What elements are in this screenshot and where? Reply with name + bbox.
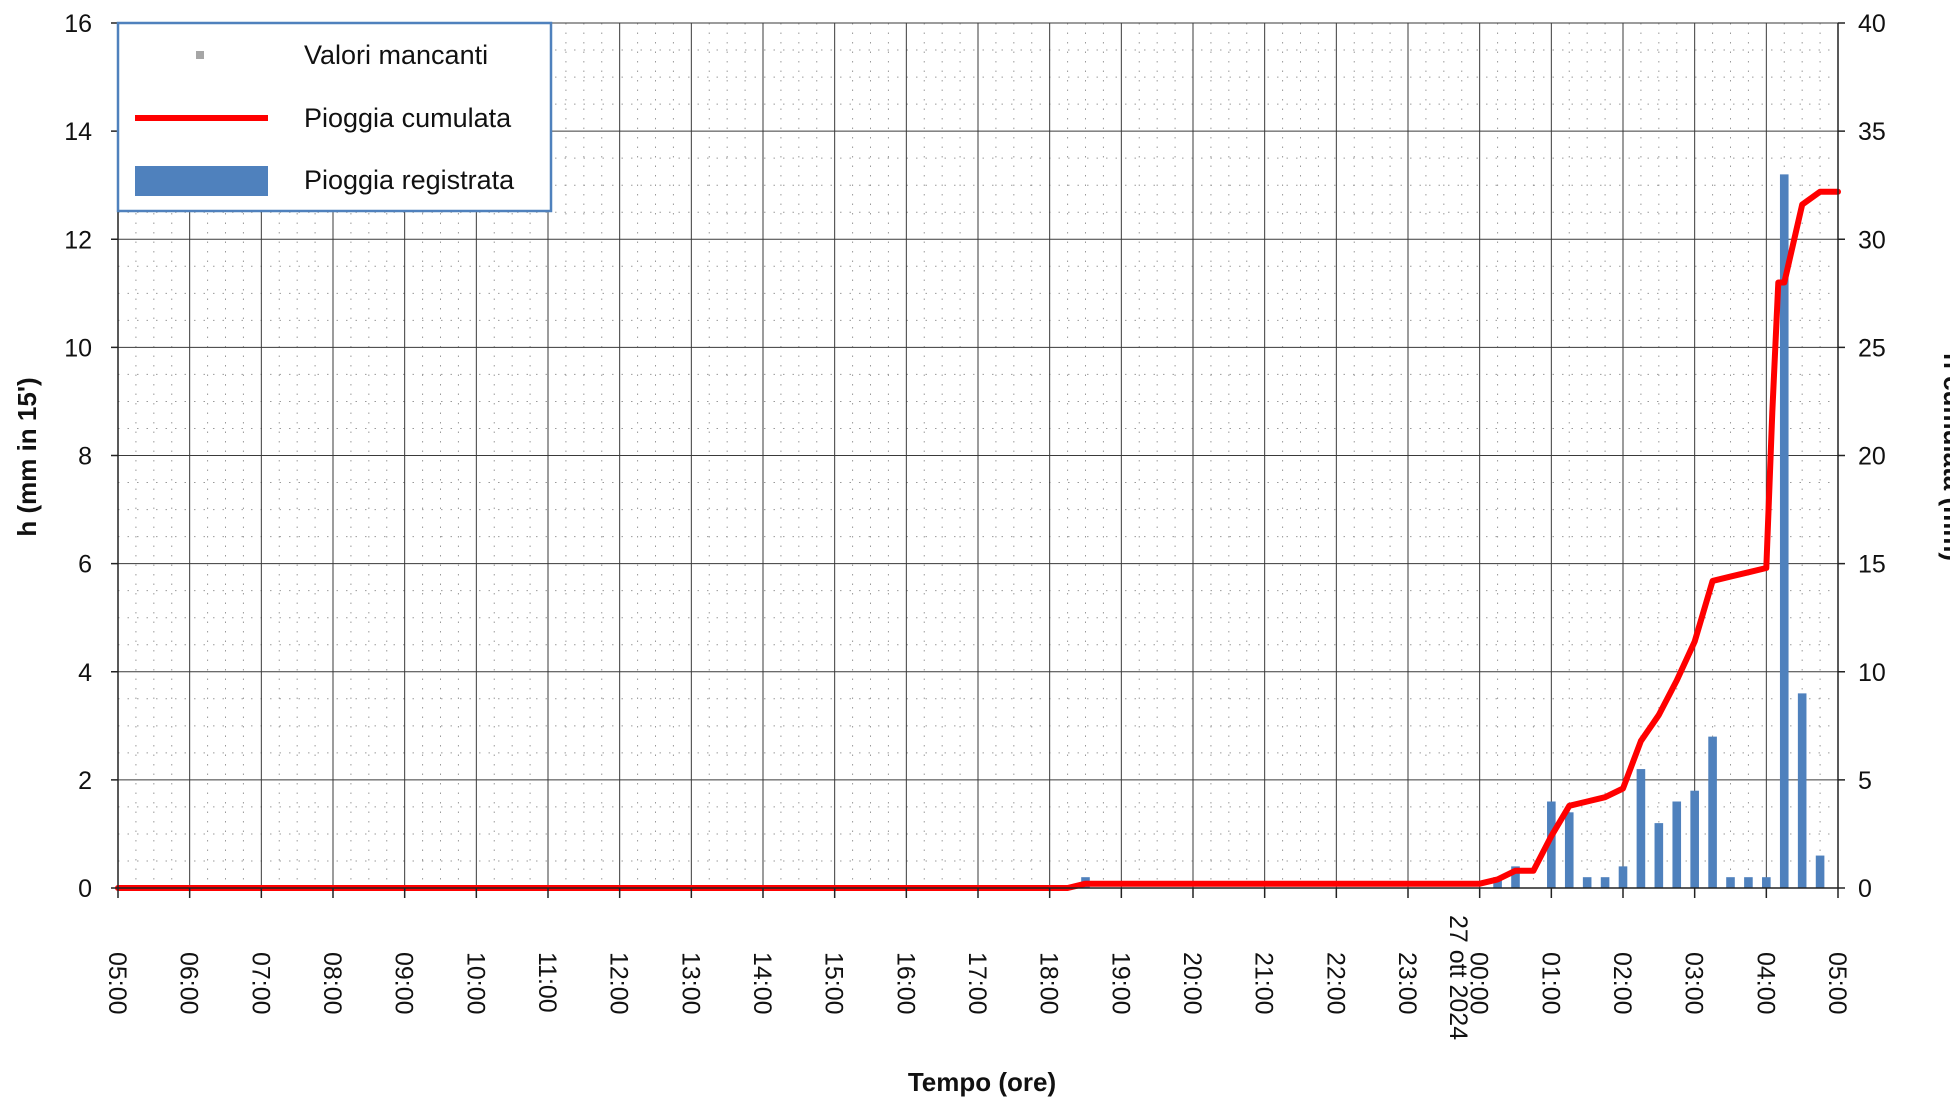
legend: Valori mancanti Pioggia cumulata Pioggia…: [116, 21, 553, 213]
x-tick-label: 15:00: [820, 952, 848, 1015]
x-tick-label: 20:00: [1178, 952, 1206, 1015]
rain-bar: [1636, 769, 1646, 888]
date-label: 27 ott 2024: [1444, 915, 1472, 1040]
rain-bar: [1618, 866, 1628, 888]
y-left-tick-label: 4: [78, 659, 92, 687]
x-tick-label: 17:00: [963, 952, 991, 1015]
rain-bar: [1708, 736, 1717, 888]
legend-missing-label: Valori mancanti: [304, 40, 488, 70]
rain-bar: [1744, 877, 1753, 888]
y-right-tick-label: 5: [1858, 767, 1872, 795]
rain-bar: [1815, 855, 1825, 888]
rain-bar: [1654, 823, 1664, 888]
y-left-tick-label: 0: [78, 875, 92, 903]
legend-missing-marker: [196, 51, 204, 59]
y-left-tick-label: 16: [64, 10, 92, 38]
rain-bar: [1672, 801, 1682, 888]
rain-bar: [1797, 693, 1807, 888]
x-tick-label: 19:00: [1106, 952, 1134, 1015]
x-tick-label: 04:00: [1751, 952, 1779, 1015]
rain-bar: [1493, 877, 1502, 888]
x-tick-label: 21:00: [1250, 952, 1278, 1015]
y-right-tick-label: 40: [1858, 10, 1886, 38]
y-right-tick-label: 25: [1858, 334, 1886, 362]
x-tick-label: 14:00: [748, 952, 776, 1015]
y-right-tick-label: 10: [1858, 659, 1886, 687]
rain-bar: [1600, 877, 1610, 888]
cumulative-rain-line: [115, 188, 1841, 891]
axes: [111, 22, 1845, 898]
x-tick-label: 22:00: [1321, 952, 1349, 1015]
rain-bar: [1779, 174, 1789, 888]
y-left-tick-label: 12: [64, 226, 92, 254]
x-tick-label: 05:00: [103, 952, 131, 1015]
tick-labels: 0 2 4 6 8 10 12 14 16 0 5 10 15 20 25 30 35 40 05:00 06:00 0…: [64, 10, 1886, 1015]
y-right-tick-label: 0: [1858, 875, 1872, 903]
legend-recorded-marker: [135, 166, 268, 196]
x-tick-label: 06:00: [175, 952, 203, 1015]
x-tick-label: 00:00: [1465, 952, 1493, 1015]
x-tick-label: 09:00: [390, 952, 418, 1015]
x-tick-label: 02:00: [1608, 952, 1636, 1015]
line-series: [115, 188, 1841, 891]
x-tick-label: 18:00: [1035, 952, 1063, 1015]
x-tick-label: 13:00: [676, 952, 704, 1015]
rain-bar: [1762, 877, 1771, 888]
x-tick-label: 01:00: [1536, 952, 1564, 1015]
x-tick-label: 23:00: [1393, 952, 1421, 1015]
x-tick-label: 16:00: [891, 952, 919, 1015]
x-tick-label: 03:00: [1680, 952, 1708, 1015]
y-right-axis-title: h cumulata (mm): [1938, 353, 1950, 561]
legend-recorded-label: Pioggia registrata: [304, 165, 515, 195]
bar-series: [1081, 174, 1825, 888]
x-tick-label: 10:00: [461, 952, 489, 1015]
y-left-tick-label: 10: [64, 334, 92, 362]
rain-bar: [1547, 801, 1556, 888]
y-left-tick-label: 6: [78, 551, 92, 579]
y-right-tick-label: 35: [1858, 118, 1886, 146]
x-axis-title: Tempo (ore): [908, 1067, 1056, 1097]
rain-bar: [1690, 790, 1699, 888]
rain-bar: [1564, 812, 1574, 888]
x-tick-label: 07:00: [246, 952, 274, 1015]
y-left-axis-title: h (mm in 15'): [12, 377, 42, 536]
y-right-tick-label: 15: [1858, 551, 1886, 579]
rain-bar: [1582, 877, 1592, 888]
y-left-tick-label: 8: [78, 443, 92, 471]
y-right-tick-label: 20: [1858, 443, 1886, 471]
x-tick-label: 12:00: [605, 952, 633, 1015]
x-tick-label: 08:00: [318, 952, 346, 1015]
legend-cumulative-label: Pioggia cumulata: [304, 103, 512, 133]
y-right-tick-label: 30: [1858, 226, 1886, 254]
rain-bar: [1511, 866, 1520, 888]
y-left-tick-label: 2: [78, 767, 92, 795]
y-left-tick-label: 14: [64, 118, 92, 146]
x-tick-label: 05:00: [1823, 952, 1851, 1015]
rain-bar: [1726, 877, 1735, 888]
x-tick-label: 11:00: [533, 952, 561, 1013]
